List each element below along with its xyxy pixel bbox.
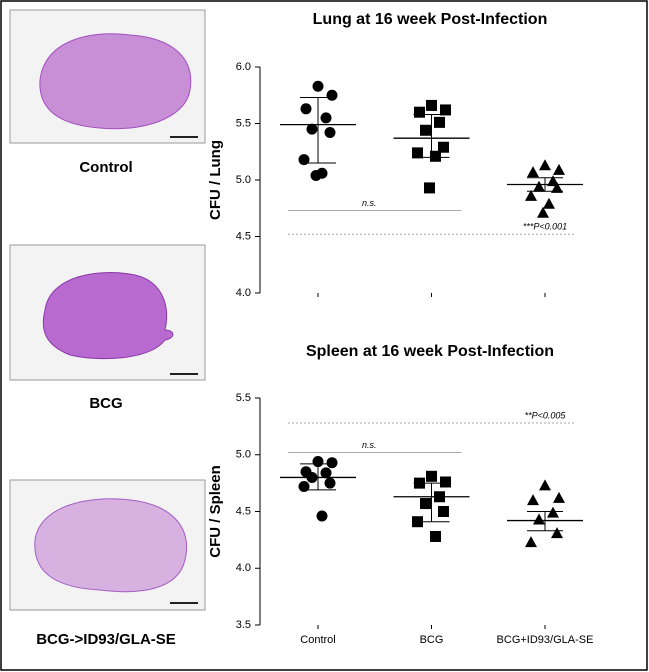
image-caption: Control: [79, 159, 132, 176]
x-tick-label: BCG: [420, 634, 444, 646]
histology-images: [9, 9, 206, 611]
data-point: [426, 99, 437, 111]
data-point: [298, 154, 310, 166]
data-point: [324, 477, 336, 489]
data-point: [547, 175, 559, 187]
data-point: [533, 513, 545, 525]
x-tick-label: Control: [300, 634, 335, 646]
data-point: [306, 123, 318, 135]
y-tick-label: 3.5: [236, 619, 251, 631]
data-point: [537, 206, 549, 218]
data-point: [424, 182, 435, 194]
data-point: [525, 189, 537, 201]
data-point: [310, 169, 322, 181]
significance-label: n.s.: [362, 440, 377, 450]
x-tick-label: BCG+ID93/GLA-SE: [497, 634, 594, 646]
y-tick-label: 4.0: [236, 562, 251, 574]
y-tick-label: 4.5: [236, 505, 251, 517]
data-point: [527, 166, 539, 178]
data-point: [438, 141, 449, 153]
data-point: [551, 181, 563, 193]
image-caption: BCG->ID93/GLA-SE: [36, 631, 176, 648]
data-point: [414, 477, 425, 489]
data-point: [316, 510, 328, 522]
y-tick-label: 5.0: [236, 174, 251, 186]
scale-bar: [170, 602, 198, 604]
data-point: [553, 491, 565, 503]
data-point: [412, 147, 423, 159]
data-point: [320, 467, 332, 479]
y-axis-label: CFU / Spleen: [207, 465, 224, 558]
chart-title: Lung at 16 week Post-Infection: [313, 11, 548, 28]
data-point: [525, 536, 537, 548]
data-point: [326, 89, 338, 101]
data-point: [533, 180, 545, 192]
y-tick-label: 5.5: [236, 117, 251, 129]
data-point: [434, 491, 445, 503]
tissue: [39, 33, 192, 130]
y-tick-label: 4.5: [236, 230, 251, 242]
data-point: [324, 127, 336, 139]
data-point: [430, 150, 441, 162]
y-axis-label: CFU / Lung: [207, 140, 224, 220]
data-point: [539, 479, 551, 491]
data-point: [412, 516, 423, 528]
data-point: [434, 116, 445, 128]
y-tick-label: 6.0: [236, 61, 251, 73]
image-caption: BCG: [89, 395, 122, 412]
data-point: [551, 527, 563, 539]
data-point: [312, 456, 324, 468]
data-point: [320, 112, 332, 124]
y-tick-label: 5.5: [236, 392, 251, 404]
tissue: [42, 272, 174, 360]
data-point: [547, 506, 559, 518]
data-point: [300, 103, 312, 115]
significance-label: n.s.: [362, 198, 377, 208]
data-point: [543, 197, 555, 209]
significance-label: **P<0.005: [525, 410, 567, 420]
scale-bar: [170, 373, 198, 375]
y-tick-label: 5.0: [236, 449, 251, 461]
data-point: [440, 476, 451, 488]
data-point: [420, 124, 431, 136]
data-point: [326, 457, 338, 469]
chart-title: Spleen at 16 week Post-Infection: [306, 343, 554, 360]
data-point: [440, 104, 451, 116]
data-point: [527, 494, 539, 506]
data-point: [298, 481, 310, 493]
data-point: [430, 530, 441, 542]
data-point: [306, 471, 318, 483]
data-point: [539, 159, 551, 171]
data-point: [438, 506, 449, 517]
data-point: [420, 498, 431, 510]
data-point: [553, 163, 565, 175]
tissue: [34, 498, 187, 593]
data-point: [312, 80, 324, 92]
significance-label: ***P<0.001: [523, 222, 567, 232]
data-point: [426, 470, 437, 482]
y-tick-label: 4.0: [236, 287, 251, 299]
data-point: [414, 106, 425, 118]
scale-bar: [170, 136, 198, 138]
